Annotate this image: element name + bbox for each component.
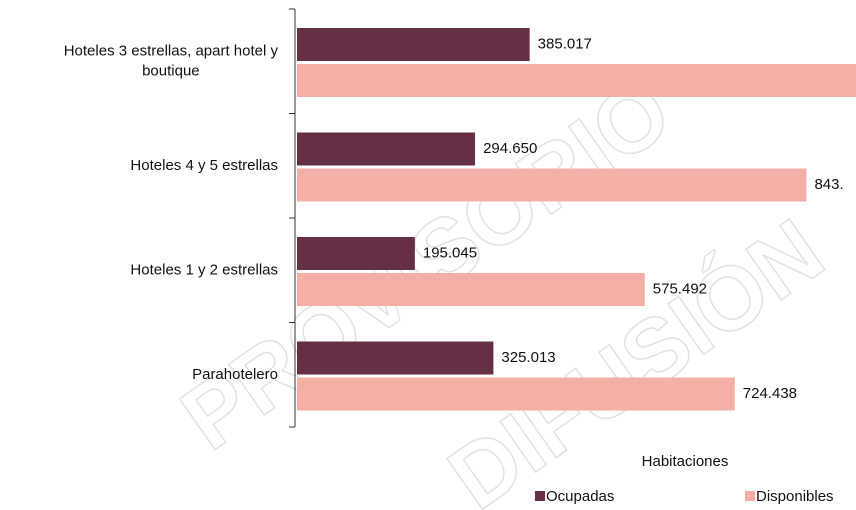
legend-label: Ocupadas [546,488,614,505]
bar [297,28,530,61]
data-label: 385.017 [538,35,592,52]
x-axis-label: Habitaciones [642,453,729,470]
y-tick-label: Hoteles 1 y 2 estrellas [130,261,278,278]
data-label: 294.650 [483,140,537,157]
data-label: 843. [814,176,843,193]
bar [297,168,807,202]
y-tick-label: Parahotelero [192,366,278,383]
bar [297,377,735,411]
data-label: 325.013 [501,349,555,366]
legend-swatch [745,491,755,501]
bar [297,132,476,166]
bar [297,237,415,270]
y-tick-label: Hoteles 4 y 5 estrellas [130,157,278,174]
bar [297,341,494,375]
bar [297,64,856,97]
data-label: 195.045 [423,244,477,261]
data-label: 724.438 [743,385,797,402]
legend-label: Disponibles [756,488,834,505]
y-tick-label: Hoteles 3 estrellas, apart hotel y boutiq… [64,42,279,79]
bar [297,273,645,306]
data-label: 575.492 [653,280,707,297]
legend-swatch [535,491,545,501]
